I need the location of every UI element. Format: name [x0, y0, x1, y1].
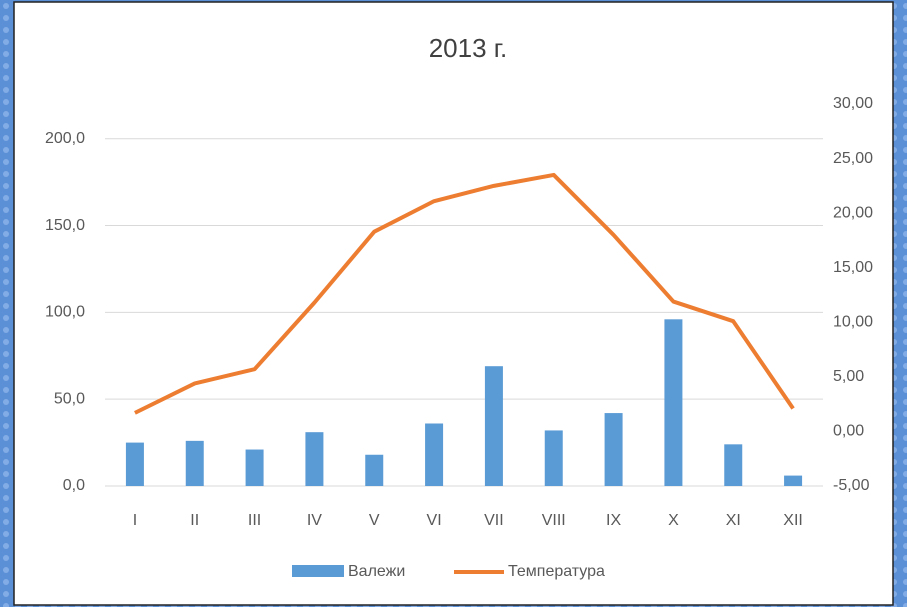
x-tick-label: IX: [606, 512, 621, 529]
x-tick-label: VIII: [542, 512, 566, 529]
bar: [544, 430, 563, 486]
x-tick-label: I: [133, 512, 137, 529]
bar: [664, 319, 683, 486]
y-tick-label: 50,0: [54, 390, 85, 407]
bar: [484, 366, 503, 486]
x-tick-label: III: [248, 512, 261, 529]
bar: [305, 432, 324, 486]
legend-swatch: [292, 565, 344, 577]
y2-tick-label: -5,00: [833, 477, 870, 494]
y-tick-label: 0,0: [63, 477, 85, 494]
bar: [185, 440, 204, 486]
y2-tick-label: 30,00: [833, 95, 873, 112]
bar: [245, 449, 264, 486]
line: [134, 172, 795, 415]
y-tick-label: 200,0: [45, 130, 85, 147]
chart-title: 2013 г.: [429, 33, 508, 63]
y-tick-label: 100,0: [45, 304, 85, 321]
bar: [724, 444, 743, 486]
x-tick-label: VII: [484, 512, 504, 529]
legend-label: Температура: [508, 563, 605, 580]
bar: [425, 423, 444, 486]
bar: [604, 413, 623, 486]
x-tick-label: XII: [783, 512, 803, 529]
y2-tick-label: 5,00: [833, 368, 864, 385]
y2-tick-label: 20,00: [833, 204, 873, 221]
x-tick-label: II: [190, 512, 199, 529]
chart-area: [13, 1, 894, 606]
y-tick-label: 150,0: [45, 217, 85, 234]
y2-tick-label: 25,00: [833, 150, 873, 167]
y2-tick-label: 10,00: [833, 314, 873, 331]
x-tick-label: VI: [427, 512, 442, 529]
bar: [784, 475, 803, 486]
y2-tick-label: 15,00: [833, 259, 873, 276]
x-tick-label: X: [668, 512, 679, 529]
x-tick-label: XI: [726, 512, 741, 529]
x-tick-label: IV: [307, 512, 322, 529]
bar: [125, 442, 144, 486]
legend-label: Валежи: [348, 563, 405, 580]
bar: [365, 454, 384, 486]
y2-tick-label: 0,00: [833, 423, 864, 440]
x-tick-label: V: [369, 512, 380, 529]
